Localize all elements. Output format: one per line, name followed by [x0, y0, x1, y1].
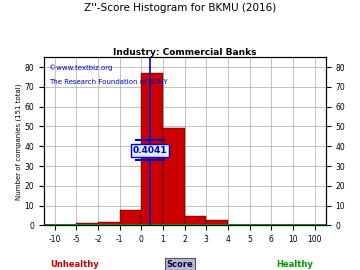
Text: Unhealthy: Unhealthy	[50, 260, 99, 269]
Bar	[98, 221, 120, 225]
Bar	[76, 224, 98, 225]
Text: Healthy: Healthy	[276, 260, 313, 269]
Bar	[206, 220, 228, 225]
Text: Score: Score	[167, 260, 193, 269]
Text: 0.4041: 0.4041	[133, 146, 167, 155]
Bar	[141, 73, 163, 225]
Bar	[163, 129, 185, 225]
Text: ©www.textbiz.org: ©www.textbiz.org	[49, 64, 113, 70]
Bar	[185, 215, 206, 225]
Bar	[120, 210, 141, 225]
Text: Z''-Score Histogram for BKMU (2016): Z''-Score Histogram for BKMU (2016)	[84, 3, 276, 13]
Text: The Research Foundation of SUNY: The Research Foundation of SUNY	[49, 79, 168, 85]
Title: Industry: Commercial Banks: Industry: Commercial Banks	[113, 48, 256, 57]
Y-axis label: Number of companies (151 total): Number of companies (151 total)	[15, 83, 22, 200]
